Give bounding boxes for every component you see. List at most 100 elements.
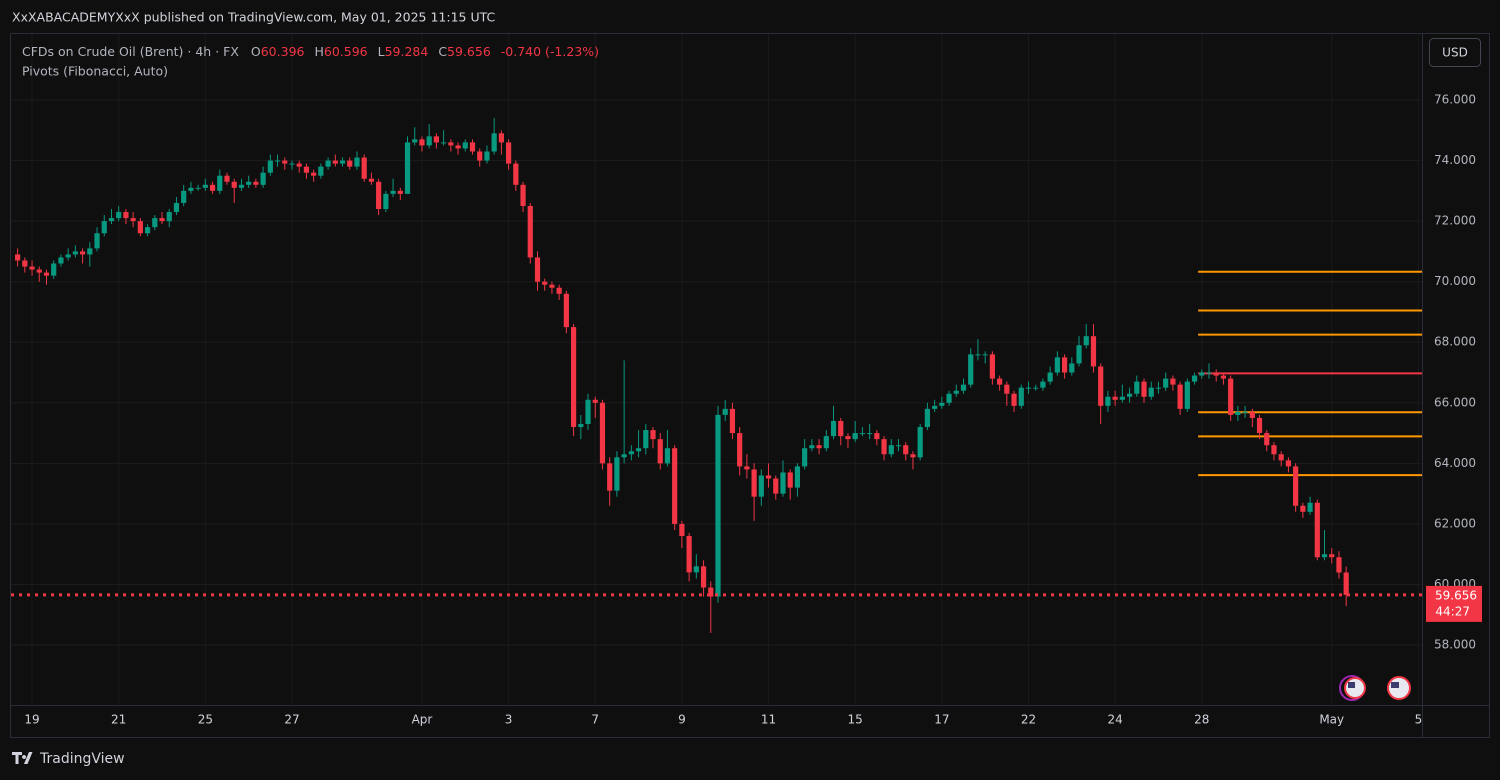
- plot: 58.00060.00062.00064.00066.00068.00070.0…: [11, 34, 1482, 727]
- candle-body: [1069, 363, 1075, 373]
- candle-body: [15, 254, 21, 261]
- low-value: 59.284: [385, 44, 429, 59]
- candle-body: [1321, 554, 1328, 558]
- candle-body: [116, 212, 122, 219]
- close-label: C: [438, 44, 447, 59]
- candle-body: [1011, 393, 1017, 406]
- candle-body: [72, 251, 78, 255]
- candle-body: [1061, 357, 1068, 373]
- candle-body: [462, 142, 468, 149]
- candle-body: [867, 433, 873, 435]
- candle-body: [339, 160, 346, 164]
- candle-body: [152, 218, 158, 228]
- candle-body: [1213, 372, 1219, 376]
- candle-body: [1098, 366, 1104, 406]
- candle-body: [29, 266, 35, 270]
- candle-body: [1163, 378, 1169, 388]
- legend-symbol: CFDs on Crude Oil (Brent) · 4h · FX O60.…: [22, 44, 599, 59]
- candle-body: [744, 466, 750, 470]
- candle-body: [22, 260, 28, 267]
- candle-body: [1264, 433, 1270, 446]
- candle-body: [209, 184, 216, 191]
- price-box: [1426, 585, 1482, 622]
- candle-body: [123, 212, 129, 219]
- candle-body: [729, 408, 736, 434]
- candle-body: [534, 257, 541, 282]
- candle-body: [809, 445, 815, 449]
- candle-body: [1199, 372, 1205, 376]
- candle-body: [282, 160, 288, 164]
- candle-body: [614, 457, 620, 491]
- candle-body: [585, 399, 591, 425]
- candle-body: [1033, 387, 1039, 389]
- candle-body: [303, 166, 310, 173]
- x-tick-label: 21: [111, 713, 126, 727]
- candle-body: [144, 227, 151, 234]
- candle-body: [1155, 387, 1162, 389]
- currency-label[interactable]: USD: [1442, 46, 1468, 60]
- candle-body: [780, 472, 786, 494]
- candle-body: [383, 193, 389, 210]
- candle-body: [592, 399, 598, 403]
- candle-body: [650, 430, 656, 440]
- x-tick-label: 28: [1194, 713, 1209, 727]
- candle-body: [130, 218, 136, 222]
- candle-body: [274, 160, 281, 162]
- candle-body: [823, 436, 829, 449]
- candle-body: [361, 157, 367, 179]
- y-tick-label: 62.000: [1434, 516, 1476, 530]
- indicator-legend: Pivots (Fibonacci, Auto): [22, 64, 168, 79]
- y-tick-label: 64.000: [1434, 456, 1476, 470]
- candle-body: [1307, 502, 1313, 512]
- candle-body: [1220, 375, 1227, 379]
- candle-body: [1054, 357, 1060, 373]
- x-tick-label: 15: [848, 713, 863, 727]
- candle-body: [419, 139, 425, 146]
- candle-body: [426, 136, 432, 146]
- candle-body: [1170, 378, 1176, 385]
- candle-body: [137, 221, 143, 234]
- y-tick-label: 68.000: [1434, 335, 1476, 349]
- candle-body: [881, 439, 887, 455]
- candle-body: [859, 433, 866, 435]
- candle-body: [845, 436, 851, 440]
- candle-body: [332, 160, 338, 164]
- candle-body: [1235, 411, 1241, 415]
- currency-button[interactable]: [1429, 38, 1481, 67]
- x-tick-label: 19: [24, 713, 39, 727]
- x-tick-label: 25: [198, 713, 213, 727]
- candle-body: [1300, 505, 1306, 512]
- x-tick-label: May: [1319, 713, 1344, 727]
- candle-body: [1083, 336, 1089, 346]
- candle-body: [924, 408, 930, 428]
- candle-body: [296, 163, 302, 167]
- candle-body: [787, 472, 793, 488]
- x-tick-label: 17: [934, 713, 949, 727]
- candle-body: [737, 433, 743, 467]
- candle-body: [1018, 387, 1024, 406]
- candle-body: [238, 184, 245, 188]
- candle-body: [1343, 572, 1349, 595]
- candle-body: [433, 136, 439, 143]
- candle-body: [520, 184, 526, 206]
- open-label: O: [251, 44, 261, 59]
- candle-body: [318, 166, 324, 176]
- candle-body: [1336, 557, 1342, 573]
- high-value: 60.596: [324, 44, 368, 59]
- candle-body: [101, 221, 107, 234]
- candle-body: [1148, 387, 1154, 397]
- candle-body: [1105, 396, 1111, 406]
- flag-canton: [1348, 682, 1355, 688]
- candle-body: [224, 175, 230, 182]
- close-value: 59.656: [447, 44, 491, 59]
- candle-body: [79, 251, 86, 255]
- price-box-value: 59.656: [1435, 588, 1477, 602]
- candle-body: [441, 142, 447, 144]
- candle-body: [852, 433, 858, 440]
- candle-body: [599, 402, 606, 464]
- x-tick-label: 22: [1021, 713, 1036, 727]
- candle-body: [975, 354, 981, 356]
- candle-body: [708, 587, 714, 597]
- open-value: 60.396: [261, 44, 305, 59]
